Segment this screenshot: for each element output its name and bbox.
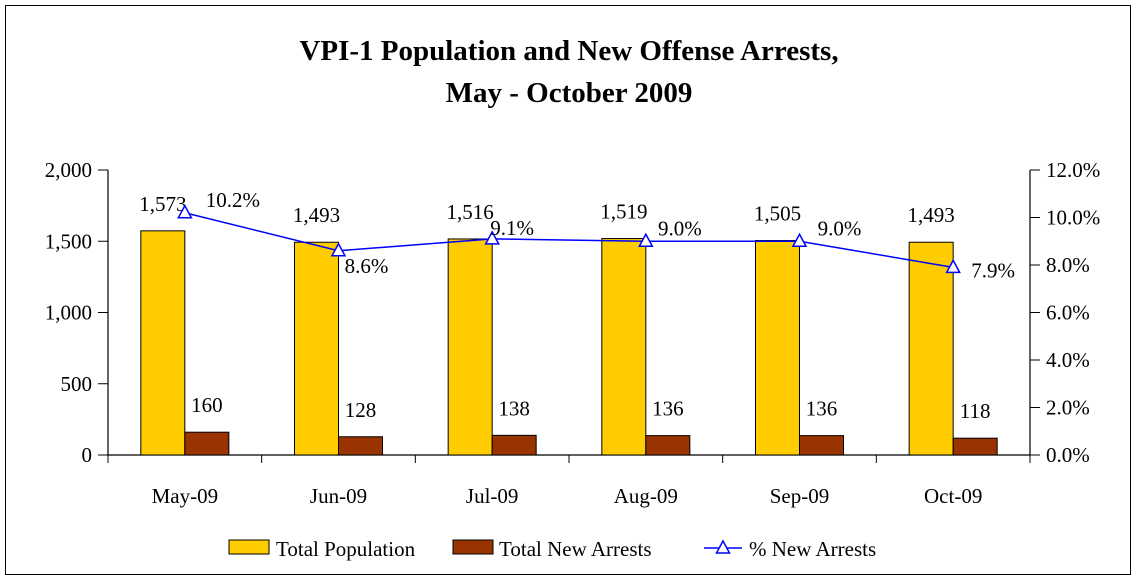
bar-total-new-arrests: [952, 437, 998, 456]
data-label-total-new-arrests: 138: [498, 396, 530, 420]
x-tick-label: Jul-09: [466, 484, 519, 508]
data-label-percent-new-arrests: 9.1%: [490, 216, 534, 240]
data-label-total-population: 1,573: [139, 192, 186, 216]
bar-total-population: [140, 230, 186, 456]
y-left-tick-label: 1,500: [45, 229, 92, 253]
data-label-total-population: 1,516: [447, 200, 494, 224]
marker-percent-new-arrests: [791, 232, 808, 247]
bar-total-population: [294, 241, 339, 456]
x-tick-label: Aug-09: [614, 484, 678, 508]
legend-label-percent-new-arrests: % New Arrests: [749, 537, 876, 561]
line-percent-new-arrests: [184, 212, 954, 269]
bar-total-new-arrests: [645, 435, 691, 456]
marker-percent-new-arrests: [638, 232, 654, 247]
y-left-tick-label: 2,000: [45, 158, 92, 182]
data-label-total-new-arrests: 118: [960, 399, 991, 423]
x-tick-label: Sep-09: [770, 484, 830, 508]
data-label-percent-new-arrests: 9.0%: [818, 216, 862, 240]
marker-percent-new-arrests: [330, 242, 347, 257]
data-label-total-new-arrests: 136: [806, 397, 838, 421]
bar-total-population: [755, 240, 800, 456]
y-right-tick-label: 12.0%: [1046, 158, 1100, 182]
chart-title-line-1: VPI-1 Population and New Offense Arrests…: [299, 35, 838, 67]
legend-label-total-new-arrests: Total New Arrests: [499, 537, 652, 561]
data-label-percent-new-arrests: 10.2%: [206, 188, 260, 212]
bar-total-new-arrests: [491, 434, 537, 456]
bar-total-population: [447, 238, 493, 456]
y-right-tick-label: 6.0%: [1046, 301, 1090, 325]
y-left-tick-label: 500: [61, 372, 93, 396]
bar-total-new-arrests: [799, 435, 844, 456]
data-label-total-population: 1,493: [908, 203, 955, 227]
data-label-percent-new-arrests: 8.6%: [345, 254, 389, 278]
legend-marker-percent-new-arrests: [715, 539, 731, 554]
data-label-total-new-arrests: 128: [345, 398, 377, 422]
bar-total-new-arrests: [338, 436, 383, 456]
chart-title-line-2: May - October 2009: [446, 77, 693, 109]
marker-percent-new-arrests: [484, 230, 500, 245]
data-label-total-new-arrests: 136: [652, 397, 684, 421]
marker-percent-new-arrests: [177, 204, 193, 219]
y-right-tick-label: 10.0%: [1046, 206, 1100, 230]
legend-label-total-population: Total Population: [276, 537, 416, 561]
legend-swatch-total-population: [228, 539, 270, 555]
y-right-tick-label: 2.0%: [1046, 396, 1090, 420]
y-left-tick-label: 1,000: [45, 301, 92, 325]
x-tick-label: Jun-09: [310, 484, 367, 508]
y-right-tick-label: 0.0%: [1046, 443, 1090, 467]
data-label-total-new-arrests: 160: [191, 393, 223, 417]
marker-percent-new-arrests: [945, 258, 961, 274]
bar-total-population: [908, 241, 954, 456]
y-left-tick-label: 0: [82, 443, 93, 467]
y-right-tick-label: 8.0%: [1046, 253, 1090, 277]
bar-total-new-arrests: [184, 431, 230, 456]
data-label-total-population: 1,505: [754, 202, 801, 226]
data-label-percent-new-arrests: 9.0%: [658, 216, 702, 240]
y-right-tick-label: 4.0%: [1046, 348, 1090, 372]
legend-swatch-total-new-arrests: [452, 539, 494, 555]
data-label-percent-new-arrests: 7.9%: [971, 258, 1015, 282]
x-tick-label: Oct-09: [924, 484, 982, 508]
data-label-total-population: 1,519: [600, 200, 647, 224]
data-label-total-population: 1,493: [293, 203, 340, 227]
bar-total-population: [601, 238, 647, 456]
x-tick-label: May-09: [152, 484, 219, 508]
